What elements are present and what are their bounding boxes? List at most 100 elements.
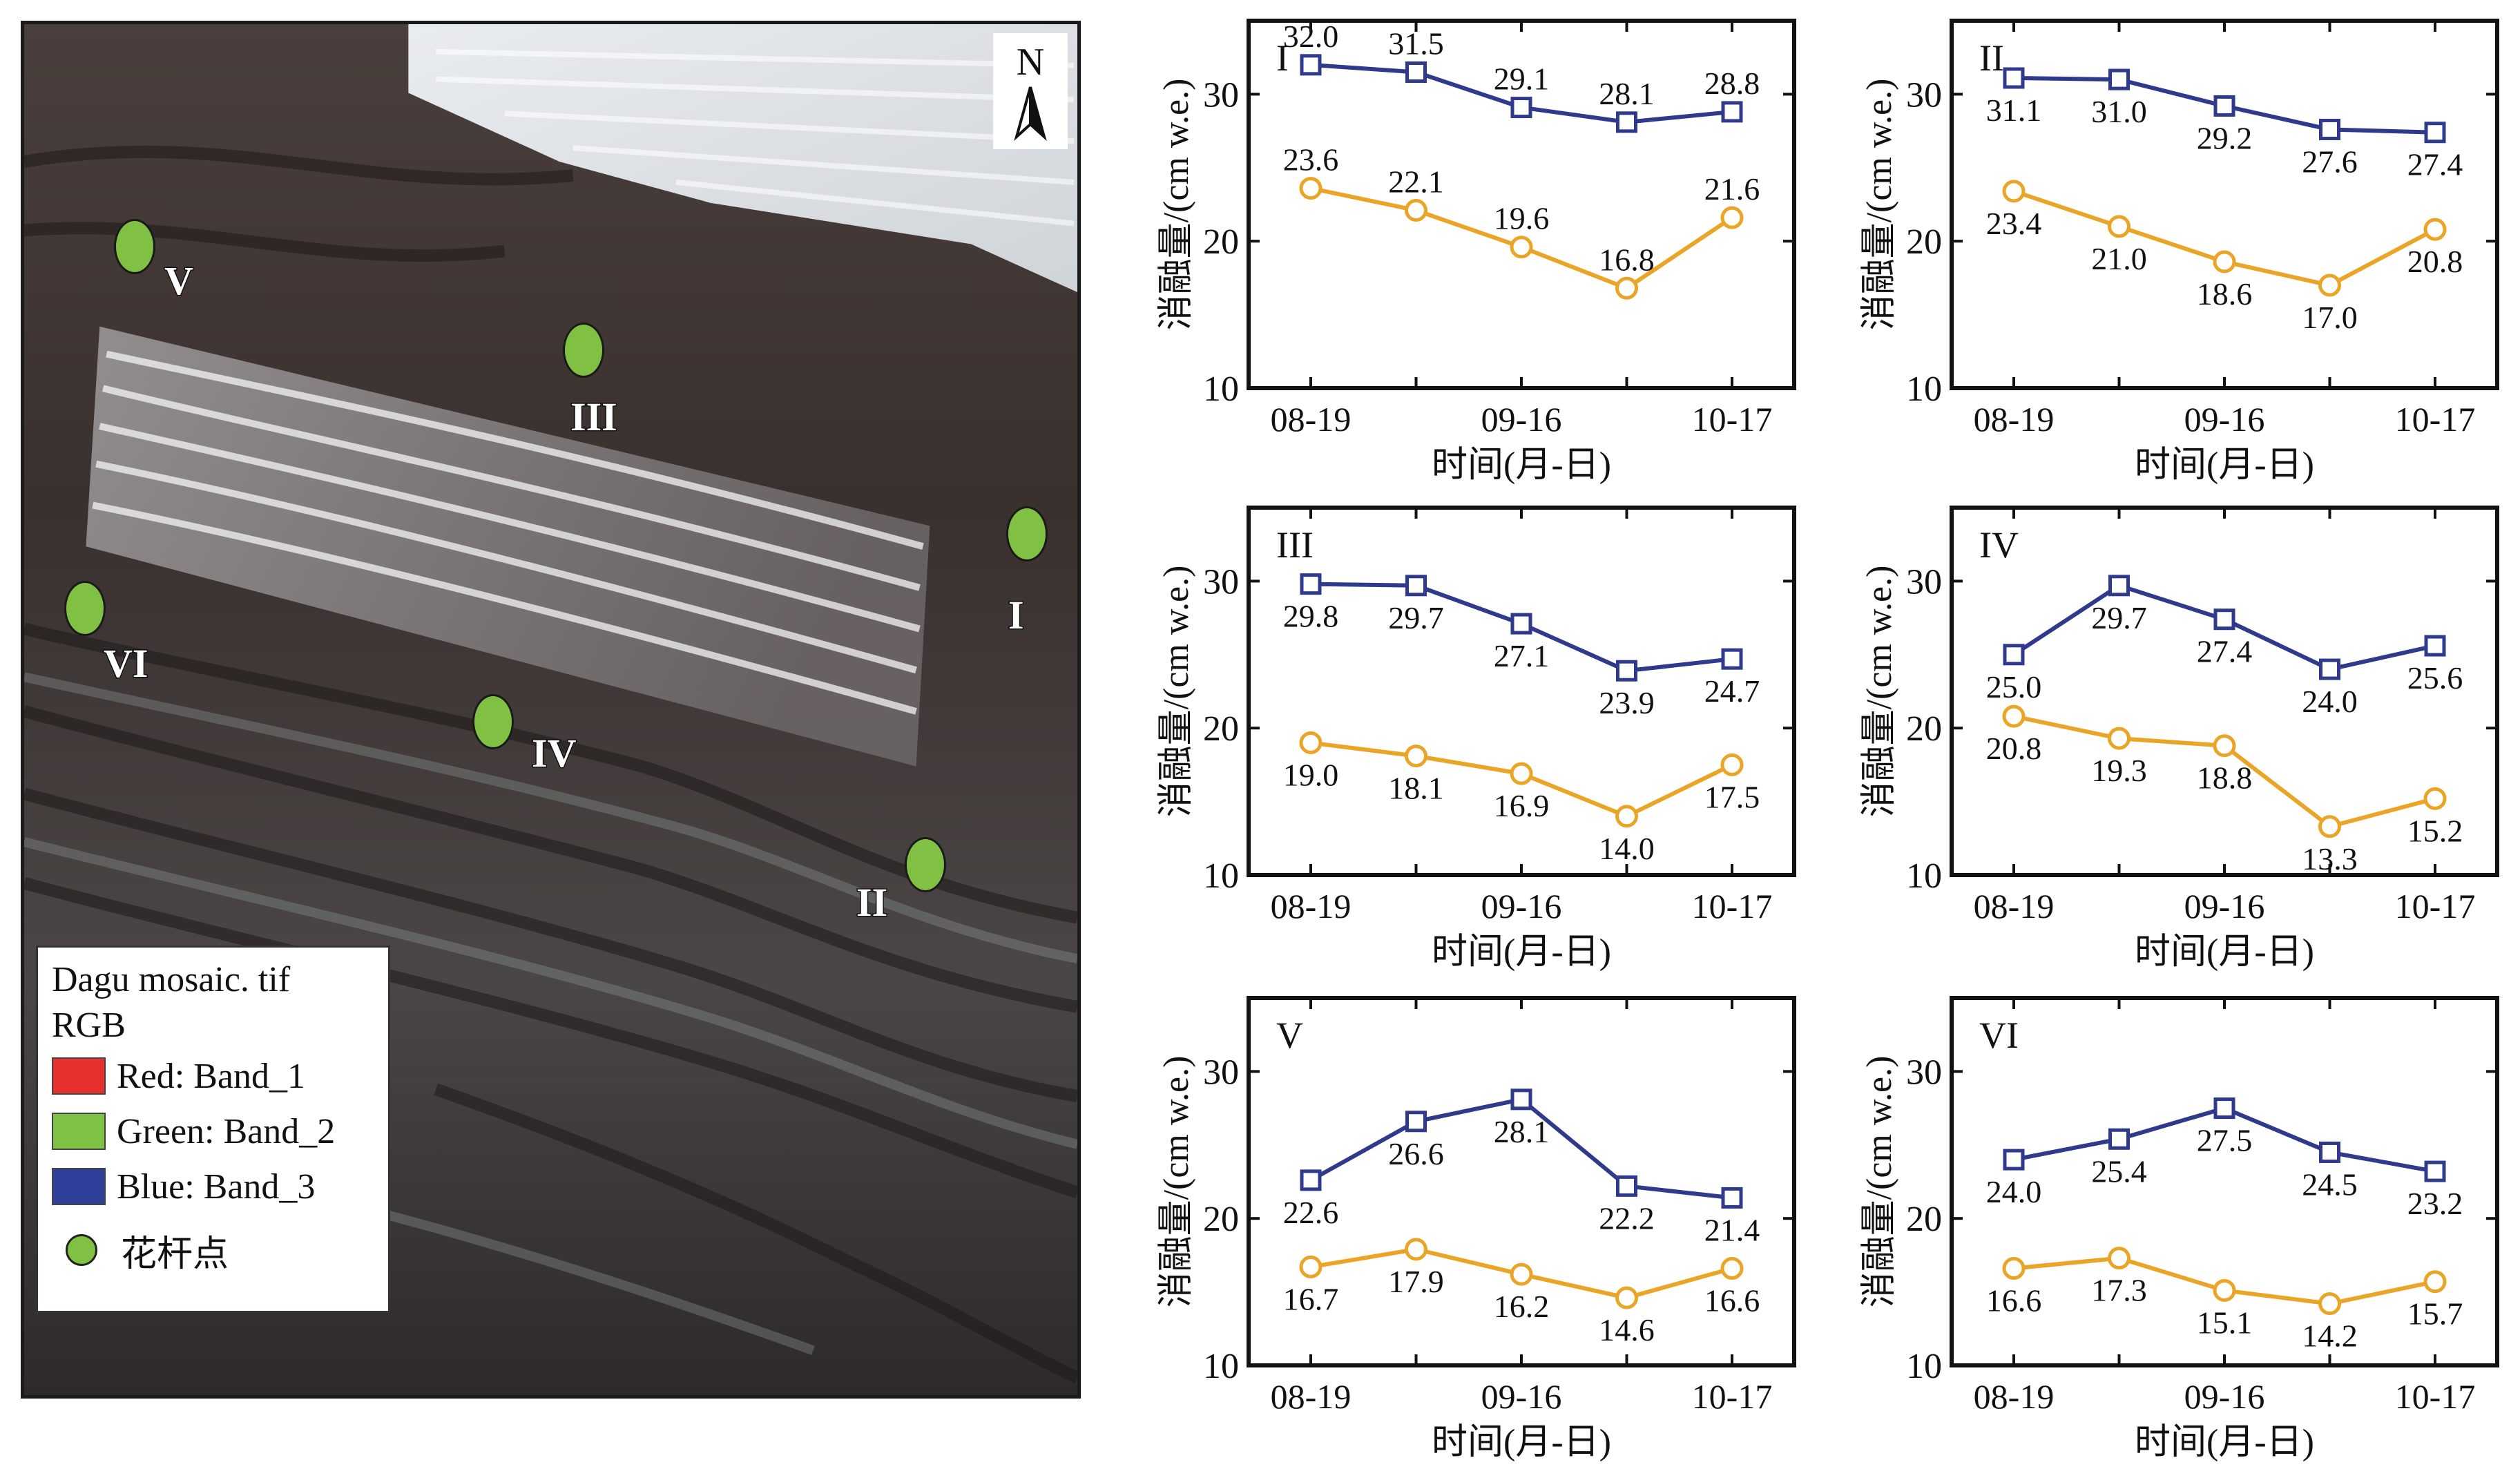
series-point-square <box>1721 101 1743 123</box>
series-point-square <box>2108 575 2130 597</box>
series-point-square <box>2213 1097 2235 1120</box>
series-point-circle <box>1299 177 1322 200</box>
chart-panel-II: 10 20 30 08-19 09-16 10-17 时间(月-日) 消融量/(cm w.e.… <box>1860 19 2499 485</box>
series-point-circle <box>1510 762 1533 785</box>
series-point-square <box>1300 1169 1322 1191</box>
y-tick-label: 20 <box>1906 1200 1942 1239</box>
stake-point-IV-label: IV <box>530 731 577 776</box>
data-label: 16.8 <box>1599 242 1655 277</box>
series-point-circle <box>2002 704 2026 728</box>
chart-panel-VI: 10 20 30 08-19 09-16 10-17 时间(月-日) 消融量/(cm w.e.… <box>1860 996 2499 1462</box>
series-point-circle <box>1720 753 1744 776</box>
data-label: 18.8 <box>2197 760 2253 796</box>
series-point-square <box>1616 1175 1637 1197</box>
data-label: 14.0 <box>1599 831 1655 866</box>
y-tick-label: 10 <box>1203 369 1239 409</box>
series-point-circle <box>1405 745 1427 768</box>
panel-label: V <box>1276 1015 1303 1056</box>
series-point-square <box>2213 608 2235 631</box>
data-label: 29.7 <box>1388 600 1444 635</box>
series-point-circle <box>1510 236 1533 259</box>
x-axis-label: 时间(月-日) <box>1432 1423 1611 1462</box>
north-arrow: N <box>993 33 1068 149</box>
north-label: N <box>1017 41 1044 84</box>
data-label: 15.7 <box>2407 1296 2463 1332</box>
data-label: 19.3 <box>2091 753 2147 788</box>
stake-point-IV-marker <box>472 694 514 749</box>
series-point-circle <box>2423 1270 2447 1294</box>
x-tick-label: 08-19 <box>1271 1377 1352 1416</box>
data-label: 14.2 <box>2302 1318 2358 1354</box>
x-tick-label: 10-17 <box>2395 400 2476 439</box>
series-point-circle <box>2213 1278 2236 1302</box>
series-point-circle <box>2318 273 2341 297</box>
series-point-circle <box>2002 1257 2026 1280</box>
data-label: 21.6 <box>1704 171 1760 207</box>
data-label: 31.5 <box>1388 26 1444 61</box>
series-point-square <box>1300 54 1322 76</box>
y-tick-label: 20 <box>1906 709 1942 749</box>
series-point-circle <box>2213 250 2236 273</box>
data-label: 29.2 <box>2197 120 2253 155</box>
y-tick-label: 20 <box>1203 709 1239 749</box>
series-point-circle <box>1299 731 1322 754</box>
data-label: 29.1 <box>1494 61 1550 97</box>
legend-file-name: Dagu mosaic. tif <box>52 960 291 999</box>
data-label: 28.1 <box>1494 1114 1550 1149</box>
data-label: 20.8 <box>1986 731 2042 766</box>
map-legend: Dagu mosaic. tif RGB Red: Band_1 Green: … <box>36 945 390 1313</box>
data-label: 27.4 <box>2407 147 2463 182</box>
data-label: 15.2 <box>2407 813 2463 848</box>
series-point-circle <box>2108 1247 2131 1270</box>
series-point-circle <box>1615 1286 1638 1309</box>
x-tick-label: 08-19 <box>1974 400 2055 439</box>
data-label: 23.9 <box>1599 685 1655 720</box>
x-tick-label: 08-19 <box>1974 887 2055 925</box>
data-label: 21.4 <box>1704 1212 1760 1247</box>
data-label: 27.5 <box>2197 1123 2253 1158</box>
panel-label: IV <box>1979 524 2019 566</box>
series-point-square <box>2213 95 2235 117</box>
y-tick-label: 10 <box>1906 369 1942 409</box>
data-label: 25.4 <box>2091 1153 2147 1189</box>
data-label: 19.0 <box>1283 757 1339 792</box>
series-point-square <box>2003 644 2025 666</box>
y-tick-label: 30 <box>1906 75 1942 115</box>
series-point-circle <box>1615 805 1638 828</box>
data-label: 18.6 <box>2197 276 2253 311</box>
data-label: 23.6 <box>1283 142 1339 177</box>
stake-point-VI-label: VI <box>102 641 148 686</box>
series-point-square <box>2003 1149 2025 1171</box>
series-point-square <box>1510 97 1532 119</box>
x-tick-label: 10-17 <box>1692 400 1773 439</box>
y-axis-label: 消融量/(cm w.e.) <box>1860 566 1899 818</box>
data-label: 27.4 <box>2197 634 2253 669</box>
stake-point-dot-icon <box>66 1234 97 1266</box>
legend-marker-label: 花杆点 <box>121 1234 229 1274</box>
red-swatch <box>52 1057 106 1095</box>
data-label: 22.2 <box>1599 1200 1655 1236</box>
series-point-circle <box>2423 787 2447 810</box>
series-point-circle <box>2213 734 2236 758</box>
data-label: 22.6 <box>1283 1195 1339 1230</box>
stake-point-VI-marker <box>64 581 106 636</box>
data-label: 15.1 <box>2197 1305 2253 1340</box>
x-tick-label: 09-16 <box>1481 887 1562 925</box>
series-point-circle <box>2108 727 2131 750</box>
x-tick-label: 10-17 <box>1692 887 1773 925</box>
series-point-square <box>2003 67 2025 89</box>
series-point-square <box>1405 61 1427 83</box>
data-label: 24.5 <box>2302 1166 2358 1202</box>
data-label: 14.6 <box>1599 1312 1655 1347</box>
legend-green-band: Green: Band_2 <box>52 1104 374 1159</box>
series-point-circle <box>1299 1255 1322 1278</box>
data-label: 17.0 <box>2302 300 2358 335</box>
y-tick-label: 10 <box>1906 856 1942 896</box>
stake-point-II-marker <box>905 837 946 892</box>
series-point-circle <box>1720 206 1744 229</box>
series-point-square <box>2108 68 2130 90</box>
y-axis-label: 消融量/(cm w.e.) <box>1157 79 1196 331</box>
series-point-square <box>1300 573 1322 595</box>
legend-blue-label: Blue: Band_3 <box>117 1166 316 1207</box>
